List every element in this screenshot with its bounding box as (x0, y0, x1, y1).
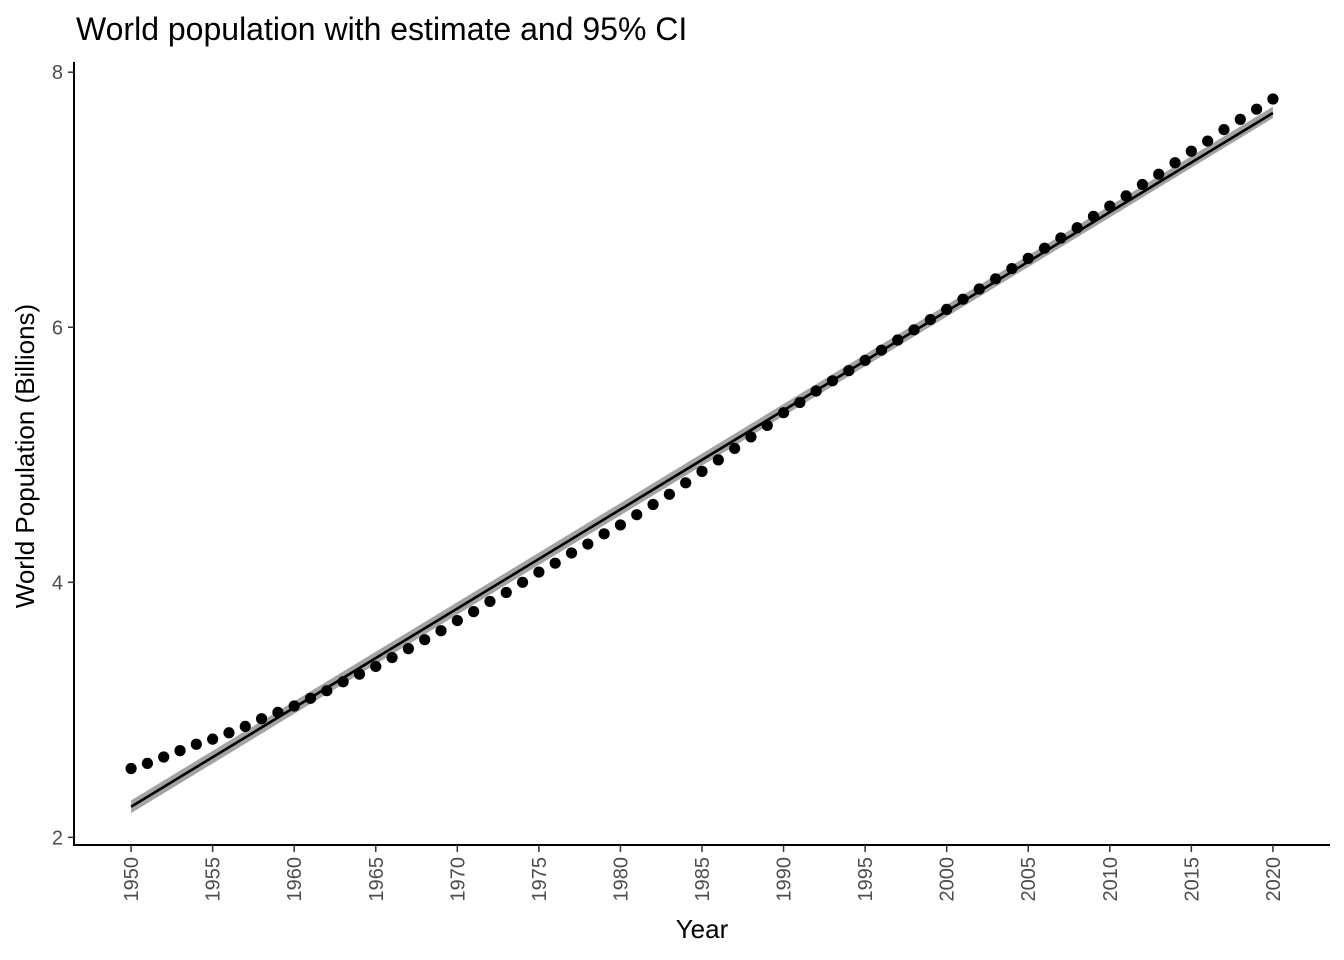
data-point (1250, 103, 1263, 115)
data-point (1153, 168, 1165, 180)
data-point (484, 595, 496, 608)
data-point (680, 477, 692, 489)
data-point (777, 407, 790, 419)
data-point (582, 538, 594, 550)
data-point (1234, 113, 1246, 125)
x-tick-label: 1975 (529, 857, 551, 902)
data-point (761, 419, 773, 432)
data-point (729, 442, 741, 454)
axes: 2 4 6 8 1950 1955 1960 1965 1970 1975 1980 1985 1990… (52, 62, 1330, 902)
data-point (304, 692, 317, 704)
data-point (696, 465, 708, 477)
data-point (516, 576, 529, 588)
data-point (419, 634, 431, 646)
chart-title: World population with estimate and 95% C… (76, 11, 687, 47)
x-tick-label: 1980 (610, 857, 632, 902)
data-point (500, 586, 512, 599)
data-point (614, 519, 627, 531)
plot-area (125, 93, 1279, 814)
fit-line (130, 111, 1274, 808)
data-point (337, 676, 349, 688)
data-point (941, 303, 953, 315)
data-point (190, 738, 202, 750)
data-point (892, 334, 904, 346)
data-point (1006, 262, 1018, 275)
x-tick-label: 1965 (366, 857, 388, 902)
y-tick-label: 8 (52, 62, 63, 84)
x-tick-label: 2020 (1263, 857, 1285, 902)
x-tick-label: 2005 (1018, 857, 1040, 902)
data-point (370, 660, 382, 673)
data-point (1104, 200, 1116, 212)
data-point (174, 745, 186, 757)
data-point (1202, 135, 1214, 147)
data-point (794, 396, 806, 409)
data-point (647, 498, 659, 511)
data-point (990, 273, 1002, 285)
data-point (810, 385, 822, 397)
data-point (1218, 123, 1230, 136)
data-point (353, 668, 366, 680)
data-point (1169, 157, 1181, 169)
data-point (451, 614, 463, 627)
data-point (565, 547, 578, 559)
data-point (631, 509, 643, 521)
y-tick-label: 4 (52, 572, 63, 594)
data-point (598, 528, 610, 540)
x-axis-label: Year (676, 914, 729, 944)
data-point (239, 720, 251, 733)
data-point (712, 454, 724, 466)
data-point (1136, 178, 1149, 191)
data-point (1038, 242, 1051, 254)
data-point (1071, 222, 1083, 234)
x-tick-label: 1960 (284, 857, 306, 902)
data-point (321, 685, 333, 697)
data-point (223, 727, 235, 739)
data-point (745, 431, 757, 443)
y-tick-label: 6 (52, 317, 63, 339)
data-point (402, 643, 414, 655)
x-tick-label: 1985 (692, 857, 714, 902)
x-tick-label: 2015 (1181, 857, 1203, 902)
data-point (1022, 252, 1034, 264)
data-point (957, 293, 969, 305)
data-point (908, 324, 920, 336)
x-tick-label: 1970 (447, 857, 469, 902)
data-point (843, 365, 855, 377)
x-tick-label: 2000 (937, 857, 959, 902)
data-point (533, 566, 545, 578)
data-point (255, 713, 268, 725)
data-point (549, 557, 561, 569)
x-tick-label: 1955 (203, 857, 225, 902)
x-tick-label: 1995 (855, 857, 877, 902)
data-point (141, 757, 154, 769)
y-axis-label: World Population (Billions) (10, 304, 40, 608)
data-point (158, 751, 170, 763)
data-point (663, 488, 675, 500)
data-point (1185, 145, 1197, 157)
data-point (1055, 232, 1067, 244)
x-tick-label: 2010 (1100, 857, 1122, 902)
x-tick-label: 1990 (774, 857, 796, 902)
y-tick-label: 2 (52, 827, 63, 849)
data-point (386, 651, 398, 664)
data-point (973, 283, 985, 295)
data-point (924, 313, 936, 326)
data-point (468, 606, 480, 618)
data-point (207, 733, 219, 745)
data-point (859, 354, 871, 367)
data-point (875, 344, 888, 356)
data-point (272, 706, 284, 718)
data-point (1087, 210, 1100, 222)
data-point (826, 375, 839, 387)
x-tick-label: 1950 (121, 857, 143, 902)
data-point (1267, 93, 1279, 105)
data-point (288, 700, 300, 712)
data-point (125, 762, 137, 775)
data-point (1120, 190, 1132, 202)
data-point (435, 625, 447, 637)
